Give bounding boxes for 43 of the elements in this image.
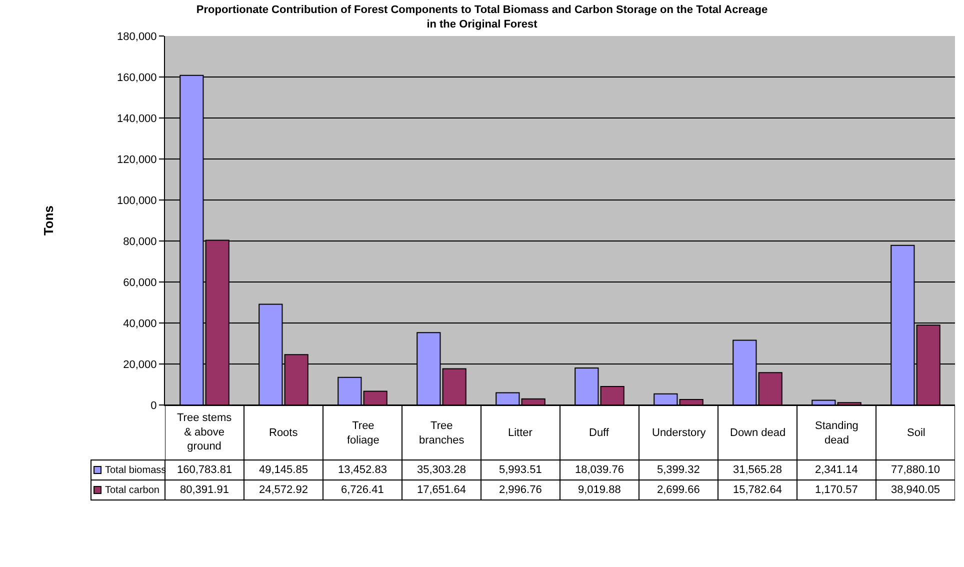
data-label: 1,170.57	[815, 484, 858, 496]
x-tick-label: Roots	[269, 427, 298, 439]
data-label: 38,940.05	[891, 484, 940, 496]
x-tick-label: Understory	[652, 427, 706, 439]
data-label: 15,782.64	[733, 484, 782, 496]
data-label: 17,651.64	[417, 484, 466, 496]
y-axis-title: Tons	[40, 205, 56, 236]
data-label: 2,699.66	[657, 484, 700, 496]
x-tick-label: Tree branches	[419, 420, 465, 446]
x-tick-label: Soil	[907, 427, 926, 439]
chart-title: Proportionate Contribution of Forest Components to Total Biomass and Carbon Storage on the Total Acreage in the Original Forest	[196, 4, 768, 30]
data-label: 13,452.83	[338, 464, 387, 476]
y-tick-label: 40,000	[123, 318, 157, 330]
y-tick-label: 140,000	[117, 112, 157, 125]
y-tick-label: 20,000	[123, 358, 157, 371]
data-label: 80,391.91	[180, 484, 229, 496]
x-tick-label: Down dead	[730, 427, 786, 439]
data-label: 9,019.88	[578, 484, 621, 496]
y-tick-label: 0	[150, 400, 157, 412]
data-label: 2,341.14	[815, 464, 858, 476]
data-label: 160,783.81	[177, 464, 232, 476]
data-label: 49,145.85	[259, 464, 308, 476]
y-tick-label: 80,000	[123, 236, 157, 248]
x-tick-label: Tree foliage	[347, 420, 380, 446]
x-tick-label: Duff	[589, 427, 610, 439]
data-label: 5,399.32	[657, 464, 700, 476]
data-label: 24,572.92	[259, 484, 308, 496]
legend-label: Total carbon	[105, 485, 160, 496]
data-label: 35,303.28	[417, 464, 466, 476]
x-tick-label: Litter	[508, 427, 533, 439]
y-tick-label: 60,000	[123, 276, 157, 289]
y-tick-label: 100,000	[117, 194, 157, 207]
data-label: 77,880.10	[891, 464, 940, 476]
y-tick-label: 120,000	[117, 154, 157, 166]
data-label: 18,039.76	[575, 464, 624, 476]
y-tick-label: 160,000	[117, 72, 157, 84]
data-label: 2,996.76	[499, 484, 542, 496]
x-tick-label: Tree stems & above ground	[177, 412, 232, 453]
y-tick-label: 180,000	[117, 30, 157, 43]
data-label: 5,993.51	[499, 464, 542, 476]
data-label: 31,565.28	[733, 464, 782, 476]
data-label: 6,726.41	[341, 484, 384, 496]
x-tick-label: Standing dead	[815, 420, 858, 446]
